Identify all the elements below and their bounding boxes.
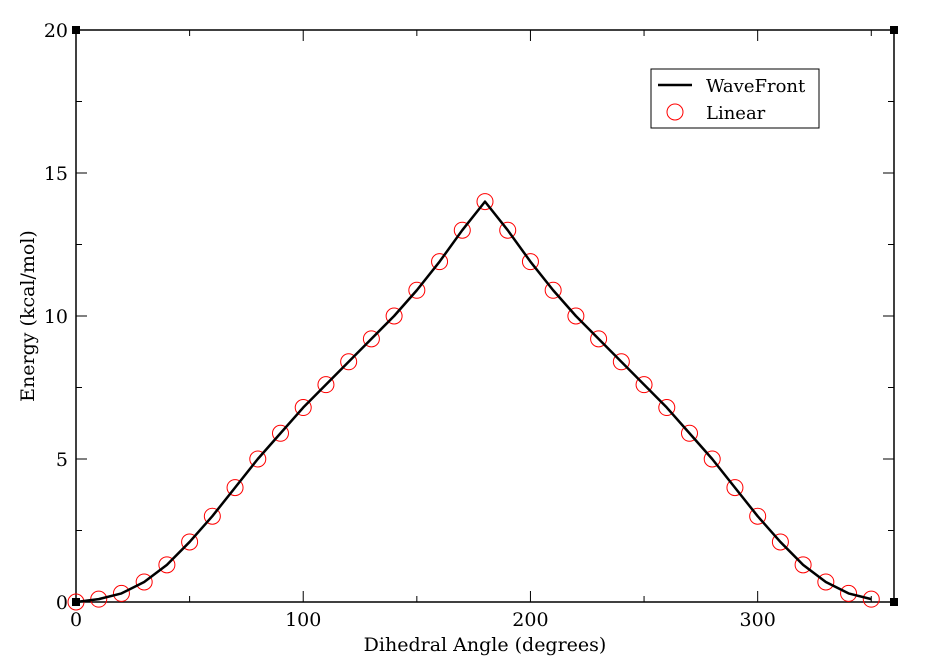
linear-point bbox=[317, 376, 335, 394]
linear-point bbox=[431, 253, 449, 271]
linear-point bbox=[158, 556, 176, 574]
plot-frame bbox=[75, 29, 895, 603]
legend-linear-label: Linear bbox=[706, 103, 766, 124]
y-tick-label: 5 bbox=[56, 449, 68, 471]
linear-point bbox=[862, 590, 880, 608]
corner-marker bbox=[890, 598, 898, 606]
x-tick-label: 100 bbox=[285, 609, 321, 631]
linear-point bbox=[681, 424, 698, 442]
legend-linear-swatch bbox=[666, 103, 684, 121]
tick-labels: 0 100 200 300 0 5 10 15 20 bbox=[44, 20, 776, 631]
linear-point bbox=[567, 307, 585, 325]
legend-box bbox=[650, 68, 820, 129]
linear-point bbox=[612, 353, 630, 371]
y-tick-label: 0 bbox=[56, 592, 68, 614]
linear-point bbox=[135, 573, 153, 591]
linear-point bbox=[817, 573, 835, 591]
linear-point bbox=[703, 450, 721, 468]
x-tick-label: 200 bbox=[512, 609, 548, 631]
linear-point bbox=[771, 533, 789, 551]
x-axis-label: Dihedral Angle (degrees) bbox=[364, 634, 607, 656]
legend-wavefront-label: WaveFront bbox=[706, 76, 806, 97]
y-tick-label: 10 bbox=[44, 306, 68, 328]
series-layer bbox=[67, 193, 880, 611]
linear-point bbox=[226, 479, 244, 497]
linear-point bbox=[635, 376, 653, 394]
linear-point bbox=[476, 193, 494, 211]
linear-point bbox=[453, 221, 471, 239]
y-axis-label: Energy (kcal/mol) bbox=[17, 230, 39, 402]
linear-point bbox=[749, 507, 767, 525]
linear-point bbox=[840, 584, 858, 602]
linear-point bbox=[362, 330, 380, 348]
linear-point bbox=[249, 450, 267, 468]
linear-point bbox=[294, 399, 312, 417]
legend: WaveFront Linear bbox=[650, 68, 820, 129]
x-tick-label: 0 bbox=[70, 609, 82, 631]
linear-point bbox=[272, 424, 289, 442]
linear-point bbox=[203, 507, 221, 525]
linear-point bbox=[499, 221, 517, 239]
corner-marker bbox=[890, 26, 898, 34]
linear-point bbox=[726, 479, 744, 497]
linear-point bbox=[385, 307, 403, 325]
y-tick-label: 15 bbox=[44, 163, 68, 185]
linear-point bbox=[794, 556, 812, 574]
x-tick-label: 300 bbox=[740, 609, 776, 631]
linear-point bbox=[408, 281, 426, 299]
linear-point bbox=[590, 330, 608, 348]
linear-point bbox=[544, 281, 562, 299]
y-tick-label: 20 bbox=[44, 20, 68, 42]
linear-point bbox=[181, 533, 199, 551]
corner-marker bbox=[72, 26, 80, 34]
linear-point bbox=[112, 584, 130, 602]
linear-point bbox=[521, 253, 539, 271]
linear-point bbox=[658, 399, 676, 417]
wavefront-line bbox=[75, 200, 872, 604]
linear-point bbox=[340, 353, 358, 371]
